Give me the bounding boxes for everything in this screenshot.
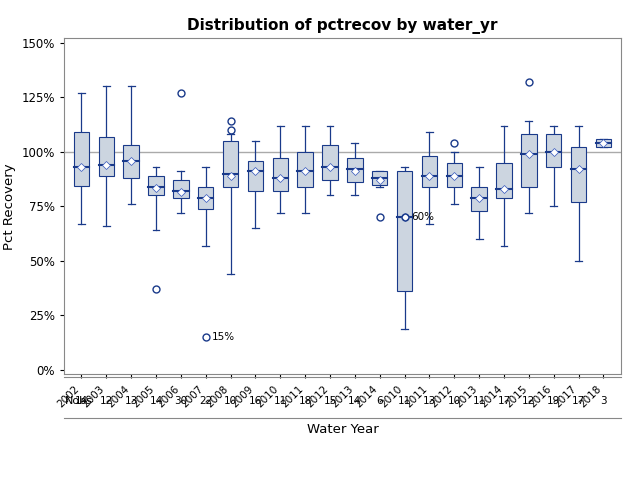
Title: Distribution of pctrecov by water_yr: Distribution of pctrecov by water_yr: [187, 18, 498, 34]
Bar: [472, 187, 487, 211]
Text: 16: 16: [249, 396, 262, 406]
Bar: [496, 163, 511, 198]
Text: 60%: 60%: [411, 212, 434, 222]
Text: 11: 11: [274, 396, 287, 406]
Text: 18: 18: [298, 396, 312, 406]
Text: 13: 13: [125, 396, 138, 406]
Bar: [447, 163, 462, 187]
Bar: [198, 187, 213, 209]
Text: 6: 6: [376, 396, 383, 406]
Text: 3: 3: [600, 396, 607, 406]
Bar: [596, 139, 611, 147]
Text: 17: 17: [497, 396, 511, 406]
Bar: [273, 158, 288, 191]
Bar: [347, 158, 362, 182]
Bar: [148, 176, 164, 195]
Text: 11: 11: [472, 396, 486, 406]
Text: 14: 14: [75, 396, 88, 406]
Text: 15%: 15%: [212, 332, 235, 342]
Bar: [298, 152, 313, 187]
Bar: [571, 147, 586, 202]
Bar: [173, 180, 189, 198]
Text: 17: 17: [572, 396, 585, 406]
Bar: [397, 171, 412, 291]
Bar: [422, 156, 437, 187]
Bar: [323, 145, 338, 180]
Text: 10: 10: [448, 396, 461, 406]
Bar: [124, 145, 139, 178]
Text: 15: 15: [323, 396, 337, 406]
Bar: [546, 134, 561, 167]
Text: 19: 19: [547, 396, 560, 406]
Text: 14: 14: [149, 396, 163, 406]
Text: 12: 12: [100, 396, 113, 406]
Text: 14: 14: [348, 396, 362, 406]
Text: 12: 12: [522, 396, 536, 406]
Text: 30: 30: [174, 396, 188, 406]
Bar: [372, 171, 387, 185]
Bar: [248, 161, 263, 191]
Text: Nobs: Nobs: [65, 396, 93, 406]
Text: Water Year: Water Year: [307, 423, 378, 436]
Text: 13: 13: [423, 396, 436, 406]
Bar: [74, 132, 89, 186]
Bar: [99, 137, 114, 176]
Bar: [223, 141, 238, 187]
Y-axis label: Pct Recovery: Pct Recovery: [3, 163, 16, 250]
Text: 22: 22: [199, 396, 212, 406]
Bar: [521, 134, 536, 187]
Text: 10: 10: [224, 396, 237, 406]
Text: 11: 11: [398, 396, 411, 406]
